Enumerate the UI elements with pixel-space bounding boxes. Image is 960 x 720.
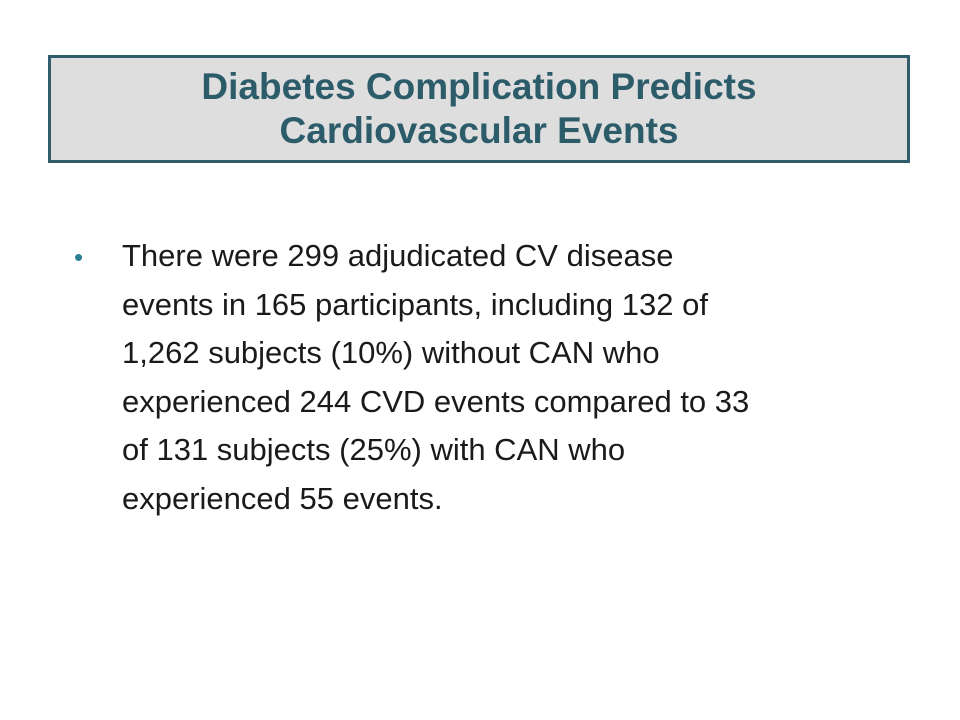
slide-title-line-2: Cardiovascular Events [279, 110, 679, 151]
bullet-text-line-1: There were 299 adjudicated CV disease [122, 238, 674, 273]
content-body: • There were 299 adjudicated CV disease … [72, 232, 872, 523]
bullet-text-line-6: experienced 55 events. [122, 480, 443, 516]
bullet-text-line-2: events in 165 participants, including 13… [122, 286, 708, 322]
bullet-text-line-5: of 131 subjects (25%) with CAN who [122, 432, 626, 467]
bullet-item: • There were 299 adjudicated CV disease … [72, 232, 872, 523]
bullet-text-line-3: 1,262 subjects (10%) without CAN who [122, 335, 660, 370]
bullet-marker: • [74, 242, 84, 272]
bullet-text-line-4: experienced 244 CVD events compared to 3… [122, 383, 750, 419]
slide-title-line-1: Diabetes Complication Predicts [201, 66, 757, 107]
title-box: Diabetes Complication Predicts Cardiovas… [48, 55, 910, 163]
